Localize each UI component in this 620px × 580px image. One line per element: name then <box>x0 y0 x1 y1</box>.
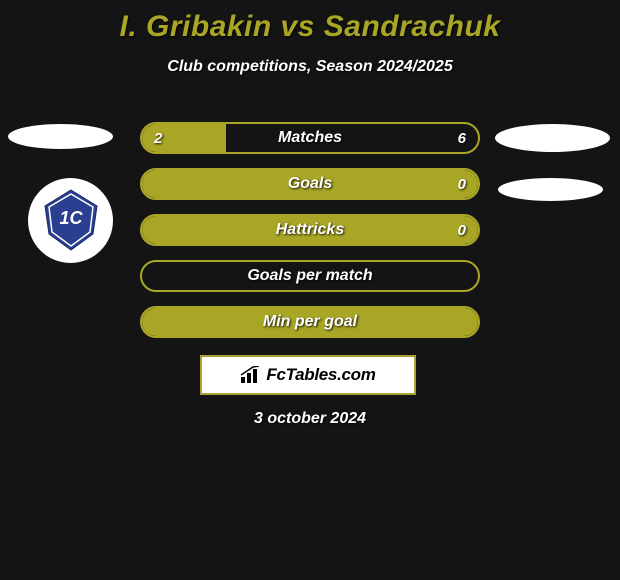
bar-label: Hattricks <box>142 216 478 244</box>
comparison-subtitle: Club competitions, Season 2024/2025 <box>0 58 620 76</box>
stat-bar: 0Hattricks <box>140 214 480 246</box>
club-crest-icon: 1C <box>41 188 101 253</box>
player-badge-right-2 <box>498 178 603 201</box>
player-badge-right-1 <box>495 124 610 152</box>
stat-bar: 0Goals <box>140 168 480 200</box>
snapshot-date: 3 october 2024 <box>0 410 620 428</box>
club-logo: 1C <box>28 178 113 263</box>
comparison-title: I. Gribakin vs Sandrachuk <box>0 0 620 44</box>
player-badge-left <box>8 124 113 149</box>
bar-label: Goals <box>142 170 478 198</box>
brand-label: FcTables.com <box>266 365 375 385</box>
comparison-bars: 26Matches 0Goals 0Hattricks Goals per match… <box>140 122 480 352</box>
bar-chart-icon <box>240 366 262 384</box>
bar-label: Goals per match <box>142 262 478 290</box>
stat-bar: 26Matches <box>140 122 480 154</box>
bar-label: Matches <box>142 124 478 152</box>
stat-bar: Min per goal <box>140 306 480 338</box>
stat-bar: Goals per match <box>140 260 480 292</box>
svg-text:1C: 1C <box>59 208 83 228</box>
bar-label: Min per goal <box>142 308 478 336</box>
brand-box: FcTables.com <box>200 355 416 395</box>
